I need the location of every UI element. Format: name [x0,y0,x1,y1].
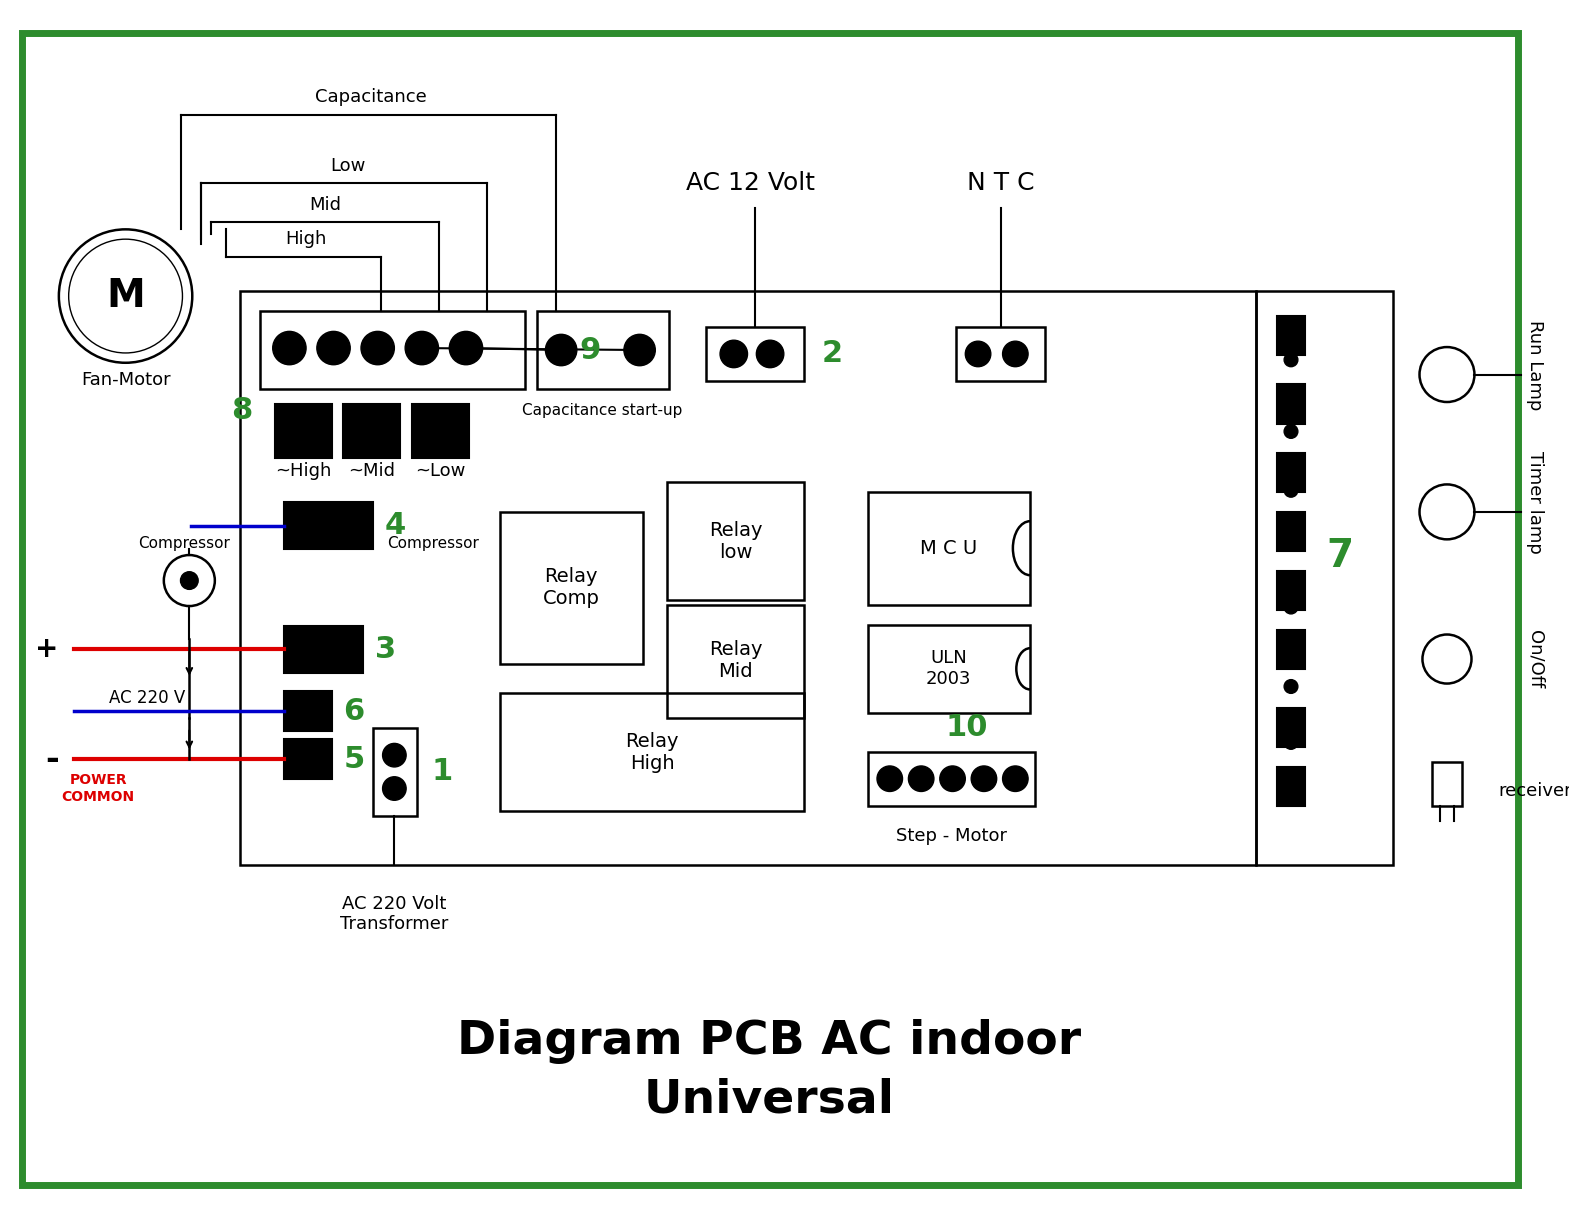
Text: Step - Motor: Step - Motor [896,827,1007,844]
Circle shape [317,331,350,364]
Circle shape [1003,766,1028,792]
Bar [413,404,469,458]
Circle shape [1283,736,1298,749]
Bar [373,727,417,816]
Text: Compressor: Compressor [138,536,231,551]
Circle shape [1283,600,1298,614]
Text: receiver: receiver [1498,782,1569,800]
Bar [1432,762,1462,806]
Bar [667,482,805,600]
Text: 5: 5 [344,744,364,773]
Text: 4: 4 [384,512,406,540]
Bar [284,626,362,672]
Bar [868,625,1031,713]
Bar [706,328,805,381]
Circle shape [877,766,902,792]
Bar [1277,512,1305,551]
Bar [284,692,331,731]
Text: On/Off: On/Off [1527,630,1544,688]
Bar [240,291,1255,865]
Text: 6: 6 [344,697,364,726]
Text: 10: 10 [945,714,987,742]
Text: Relay
Comp: Relay Comp [543,566,599,608]
Circle shape [449,331,483,364]
Text: Mid: Mid [309,196,342,214]
Circle shape [756,340,784,368]
Text: ~Mid: ~Mid [348,462,395,480]
Circle shape [908,766,934,792]
Text: +: + [36,636,60,664]
Text: POWER
COMMON: POWER COMMON [61,773,135,804]
Bar [868,492,1031,605]
Text: ULN
2003: ULN 2003 [926,649,971,688]
Circle shape [1283,537,1298,551]
Circle shape [720,340,747,368]
Circle shape [971,766,996,792]
Text: 1: 1 [431,758,453,787]
Text: Run Lamp: Run Lamp [1527,319,1544,410]
Text: Compressor: Compressor [388,536,480,551]
Text: 9: 9 [581,335,601,364]
Bar [275,404,331,458]
Text: -: - [46,743,60,776]
Text: Timer lamp: Timer lamp [1527,451,1544,553]
Text: Relay
low: Relay low [709,521,763,561]
Circle shape [1283,680,1298,693]
Text: M C U: M C U [919,538,977,558]
Text: Capacitance start-up: Capacitance start-up [522,403,683,418]
Text: Capacitance: Capacitance [315,88,427,106]
Bar [284,739,331,778]
Bar [957,328,1045,381]
Circle shape [624,334,656,365]
Text: M: M [107,276,144,315]
Text: N T C: N T C [967,172,1034,195]
Bar [868,753,1036,806]
Circle shape [1283,425,1298,438]
Bar [501,512,643,664]
Circle shape [1283,484,1298,497]
Circle shape [180,571,198,590]
Bar [1277,385,1305,424]
Bar [1255,291,1393,865]
Circle shape [965,341,990,367]
Bar [1277,571,1305,610]
Bar [1277,767,1305,806]
Circle shape [940,766,965,792]
Text: 2: 2 [822,340,843,368]
Bar [537,311,668,390]
Bar [260,311,526,390]
Text: AC 220 Volt
Transformer: AC 220 Volt Transformer [340,895,449,933]
Text: Fan-Motor: Fan-Motor [80,371,171,390]
Bar [284,502,373,549]
Circle shape [405,331,438,364]
Text: ~Low: ~Low [416,462,466,480]
Text: High: High [286,230,326,248]
Text: Low: Low [331,157,366,174]
Bar [344,404,400,458]
Circle shape [546,334,577,365]
Circle shape [273,331,306,364]
Text: 7: 7 [1326,537,1354,575]
Circle shape [383,777,406,800]
Text: 3: 3 [375,635,395,664]
Bar [1277,630,1305,669]
Bar [501,693,805,811]
Bar [1277,708,1305,748]
Text: AC 12 Volt: AC 12 Volt [686,172,814,195]
Text: 8: 8 [231,396,253,425]
Circle shape [1283,353,1298,367]
Circle shape [361,331,394,364]
Text: Relay
Mid: Relay Mid [709,641,763,682]
Bar [667,605,805,717]
Text: Relay
High: Relay High [626,732,679,772]
Text: Universal: Universal [643,1078,894,1123]
Bar [1277,315,1305,354]
Bar [1277,453,1305,492]
Circle shape [1003,341,1028,367]
Text: ~High: ~High [275,462,331,480]
Circle shape [383,743,406,767]
Text: Diagram PCB AC indoor: Diagram PCB AC indoor [457,1019,1081,1065]
Text: AC 220 V: AC 220 V [108,689,185,708]
